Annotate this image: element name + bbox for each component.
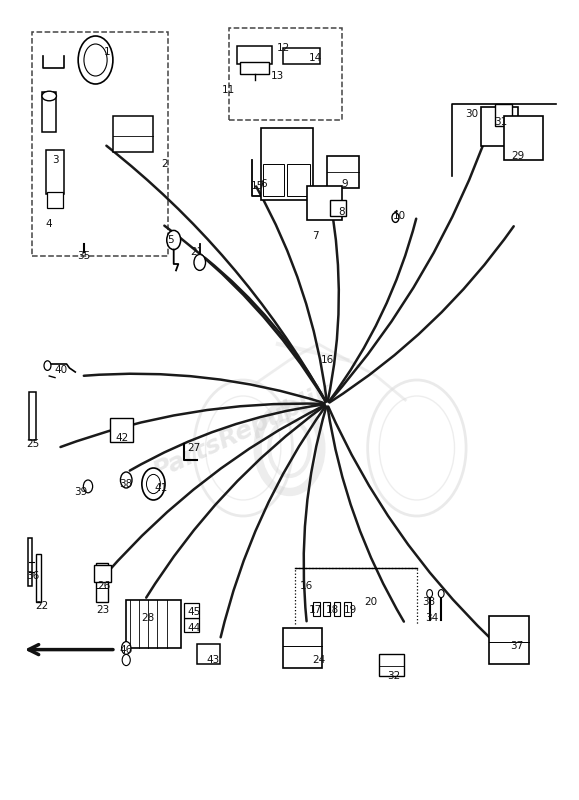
Text: 45: 45	[188, 607, 200, 617]
Bar	[184, 603, 199, 618]
Text: 16: 16	[321, 355, 334, 365]
Circle shape	[122, 642, 131, 654]
Text: 10: 10	[393, 211, 406, 221]
Bar	[110, 418, 133, 442]
Bar	[240, 62, 269, 74]
Bar	[197, 644, 220, 664]
Text: 27: 27	[188, 443, 200, 453]
Circle shape	[194, 254, 206, 270]
Text: 22: 22	[35, 602, 48, 611]
Circle shape	[122, 654, 130, 666]
Text: 3: 3	[52, 155, 58, 165]
Bar	[287, 164, 310, 196]
Text: 26: 26	[98, 581, 111, 590]
Text: 20: 20	[364, 597, 377, 606]
Ellipse shape	[42, 91, 57, 101]
Text: 11: 11	[222, 85, 235, 94]
Text: 42: 42	[115, 434, 128, 443]
Circle shape	[167, 230, 181, 250]
Bar	[334, 602, 340, 616]
Bar	[28, 538, 32, 586]
Text: 23: 23	[97, 605, 109, 614]
Bar	[36, 554, 41, 602]
Circle shape	[44, 361, 51, 370]
Text: 21: 21	[190, 247, 203, 257]
Circle shape	[83, 480, 93, 493]
Text: 31: 31	[494, 117, 507, 126]
Text: 40: 40	[54, 365, 67, 374]
Text: 28: 28	[141, 613, 154, 622]
Text: 44: 44	[188, 623, 200, 633]
Text: 17: 17	[309, 605, 322, 614]
Bar	[229, 28, 342, 120]
Text: 41: 41	[155, 483, 167, 493]
Text: 12: 12	[277, 43, 290, 53]
Text: 36: 36	[27, 571, 39, 581]
Text: 9: 9	[341, 179, 348, 189]
Text: 5: 5	[167, 235, 174, 245]
Text: 8: 8	[338, 207, 345, 217]
Circle shape	[142, 468, 165, 500]
Bar	[126, 600, 181, 648]
Text: 43: 43	[207, 655, 219, 665]
Circle shape	[120, 472, 132, 488]
Bar	[489, 616, 529, 664]
Bar	[113, 116, 153, 152]
Bar	[94, 565, 111, 582]
Bar	[29, 392, 36, 440]
Bar	[323, 602, 330, 616]
Text: 34: 34	[425, 613, 438, 622]
Circle shape	[427, 590, 433, 598]
Bar	[495, 104, 512, 126]
Bar	[330, 200, 346, 216]
Bar	[46, 150, 64, 194]
Bar	[32, 32, 168, 256]
Text: 2: 2	[162, 159, 168, 169]
Text: 29: 29	[512, 151, 525, 161]
Text: 19: 19	[344, 605, 357, 614]
Text: PartsRepublik: PartsRepublik	[149, 380, 337, 484]
Bar	[96, 563, 108, 602]
Text: 24: 24	[312, 655, 325, 665]
Bar	[261, 128, 313, 200]
Bar	[327, 156, 359, 188]
Bar	[481, 107, 518, 146]
Text: 7: 7	[312, 231, 319, 241]
Bar	[42, 92, 56, 132]
Text: 13: 13	[272, 71, 284, 81]
Text: 15: 15	[251, 181, 264, 190]
Bar	[283, 48, 320, 64]
Bar	[344, 602, 351, 616]
Bar	[263, 164, 284, 196]
Text: 46: 46	[120, 645, 133, 654]
Text: 30: 30	[466, 109, 478, 118]
Text: 16: 16	[301, 581, 313, 590]
Text: 25: 25	[27, 439, 39, 449]
Text: 35: 35	[78, 251, 90, 261]
Circle shape	[438, 590, 444, 598]
Bar	[379, 654, 404, 676]
Text: 33: 33	[422, 597, 435, 606]
Bar	[504, 116, 543, 160]
Text: 39: 39	[75, 487, 87, 497]
Text: 32: 32	[387, 671, 400, 681]
Bar	[283, 628, 322, 668]
Text: 1: 1	[104, 47, 111, 57]
Text: 38: 38	[120, 479, 133, 489]
Bar	[237, 46, 272, 64]
Bar	[184, 618, 199, 632]
Text: 6: 6	[260, 179, 267, 189]
Bar	[47, 192, 63, 208]
Bar	[313, 602, 320, 616]
Circle shape	[146, 474, 160, 494]
Text: 14: 14	[309, 53, 322, 62]
Text: 37: 37	[511, 642, 523, 651]
Text: 18: 18	[327, 605, 339, 614]
Bar	[307, 186, 342, 220]
Circle shape	[392, 213, 399, 222]
Text: 4: 4	[46, 219, 53, 229]
